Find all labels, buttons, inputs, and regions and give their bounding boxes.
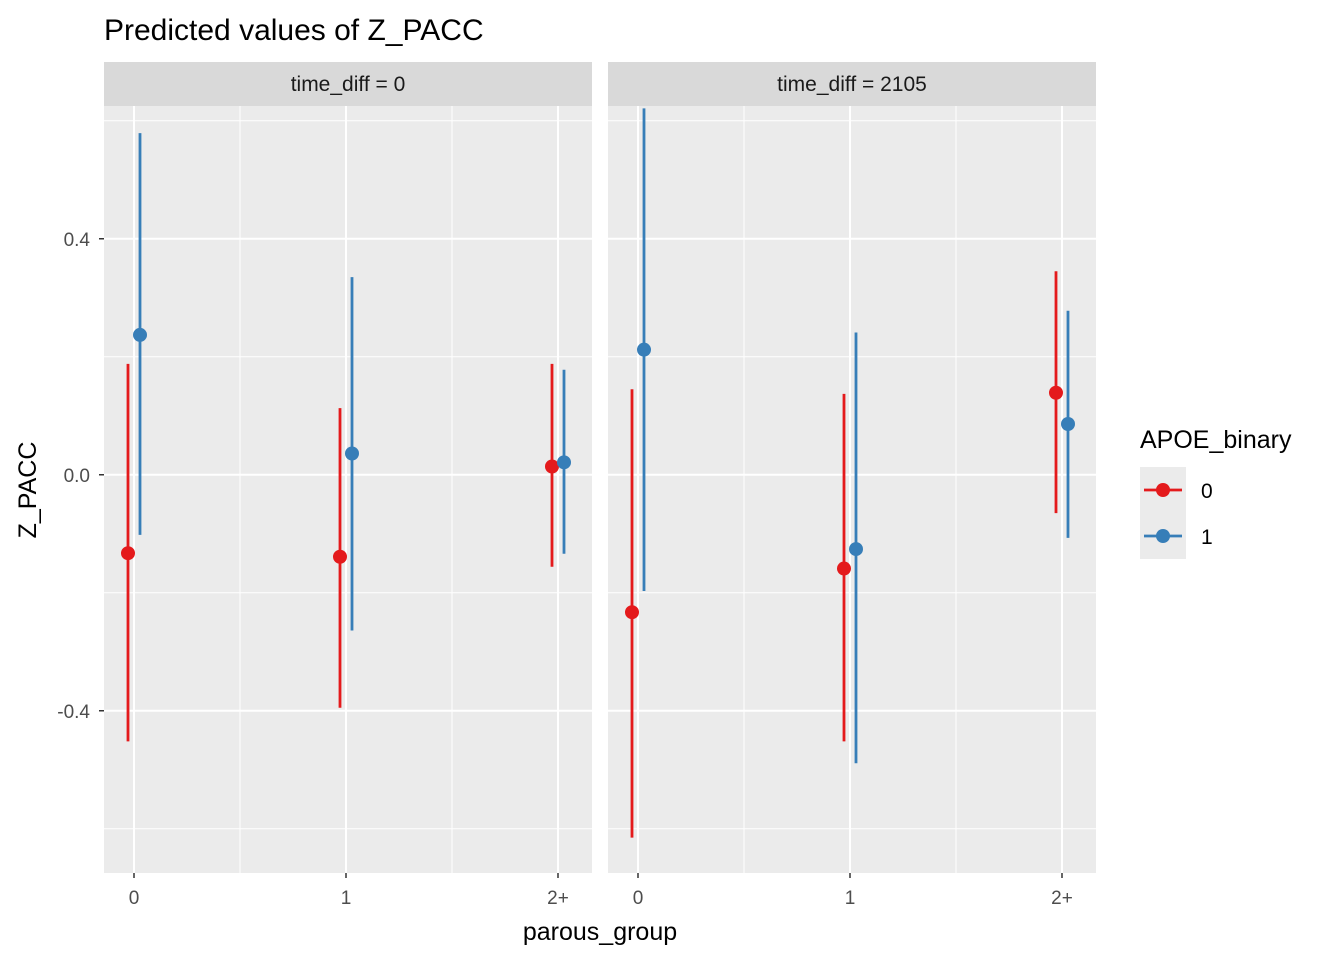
data-point xyxy=(333,549,347,564)
legend-label: 1 xyxy=(1201,526,1213,549)
legend-key-point xyxy=(1156,483,1170,497)
x-tick-label: 2+ xyxy=(547,888,569,909)
facet-strip-label: time_diff = 0 xyxy=(291,73,406,96)
facet-panel: time_diff = 2105 0 1 2+ xyxy=(608,62,1096,909)
chart-title: Predicted values of Z_PACC xyxy=(104,14,484,47)
legend-label: 0 xyxy=(1201,480,1213,503)
data-point xyxy=(625,605,639,620)
data-point xyxy=(121,546,135,561)
x-tick-label: 0 xyxy=(129,888,140,909)
y-axis-title: Z_PACC xyxy=(14,442,42,539)
data-point xyxy=(133,327,147,342)
legend-title: APOE_binary xyxy=(1140,426,1292,454)
facet-strip xyxy=(608,62,1096,106)
legend-key-point xyxy=(1156,529,1170,543)
data-point xyxy=(637,342,651,357)
y-axis: -0.4 0.0 0.4 xyxy=(57,230,104,723)
facet-strip-label: time_diff = 2105 xyxy=(777,73,927,96)
data-point xyxy=(545,459,559,474)
x-tick-label: 1 xyxy=(845,888,856,909)
y-tick-label: 0.0 xyxy=(64,466,90,487)
x-tick-label: 2+ xyxy=(1051,888,1073,909)
x-tick-label: 1 xyxy=(341,888,352,909)
x-axis-title: parous_group xyxy=(523,918,677,946)
y-tick-label: -0.4 xyxy=(57,702,90,723)
data-point xyxy=(849,542,863,557)
facet-panel: time_diff = 0 0 1 2+ xyxy=(104,62,592,909)
facet-panels: time_diff = 0 0 1 2+ time_diff = 2105 0 1 2+ -0.… xyxy=(57,62,1096,909)
data-point xyxy=(1049,385,1063,400)
data-point xyxy=(345,446,359,461)
y-tick-label: 0.4 xyxy=(64,230,91,251)
legend: APOE_binary 0 1 xyxy=(1140,426,1292,559)
data-point xyxy=(837,561,851,576)
facet-strip xyxy=(104,62,592,106)
panel-background xyxy=(608,106,1096,873)
x-tick-label: 0 xyxy=(633,888,644,909)
panel-background xyxy=(104,106,592,873)
data-point xyxy=(557,455,571,470)
data-point xyxy=(1061,417,1075,432)
